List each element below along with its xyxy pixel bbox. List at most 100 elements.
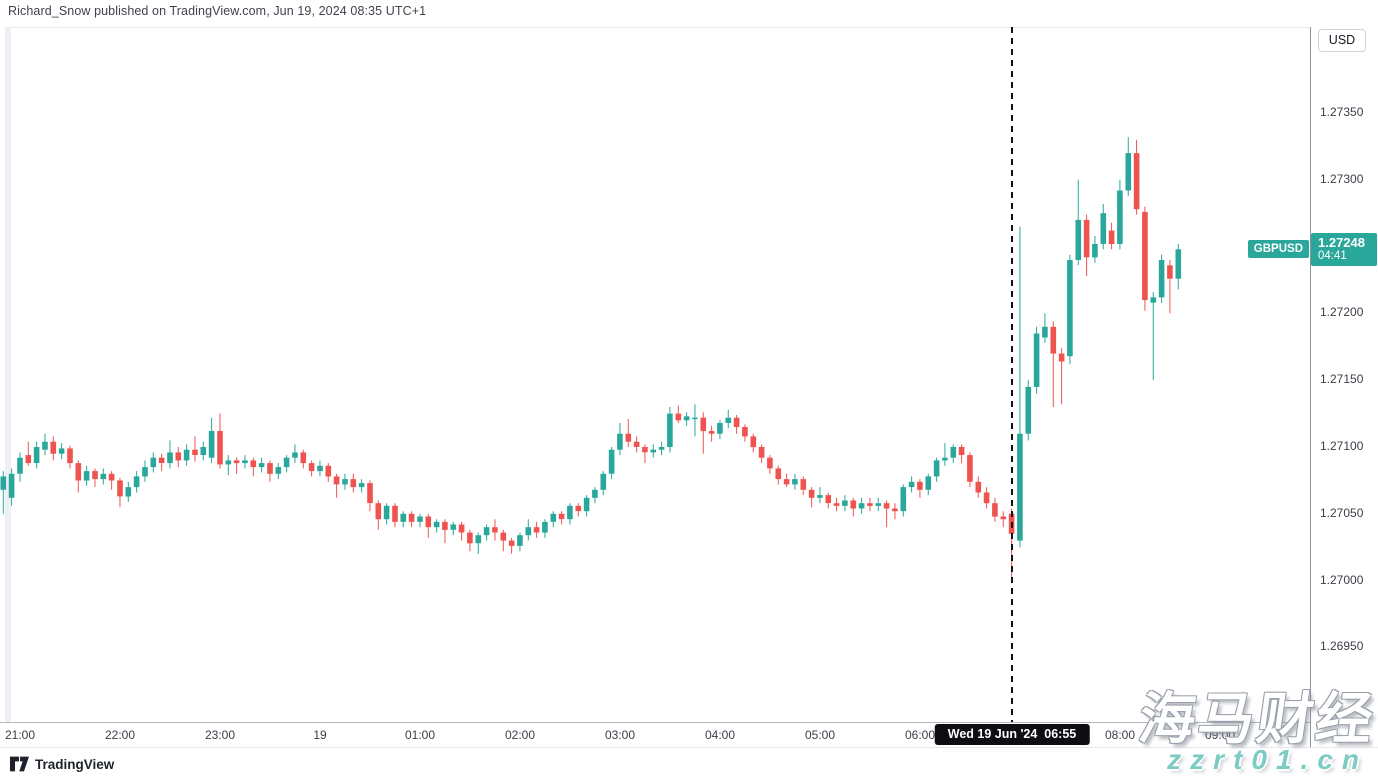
candle [367,480,373,512]
candle [133,471,140,493]
time-tick-label: 06:00 [904,728,936,742]
attribution-text: Richard_Snow published on TradingView.co… [8,4,427,18]
candle [908,476,915,493]
candle [942,443,948,466]
candle [933,457,940,482]
candle [175,447,182,468]
candle [817,487,823,504]
candle [575,503,582,517]
candle [0,471,7,514]
candle [1133,139,1140,215]
candle [192,436,198,462]
candle [17,452,23,482]
candle [717,420,723,439]
candle [283,455,290,473]
candle [1158,254,1165,303]
candle [1042,313,1048,343]
candle [792,473,798,490]
candle [517,532,523,552]
candle [858,497,865,514]
candle [108,471,115,490]
candle [408,511,415,528]
candle [317,460,323,477]
price-tick-label: 1.27050 [1320,506,1364,520]
current-price-label: 1.27248 04:41 [1311,233,1377,266]
candle [600,471,607,496]
time-tick-label: 23:00 [204,728,236,742]
candle [217,413,223,469]
candle [967,452,973,488]
candle [325,463,332,482]
time-tick-label: 02:00 [504,728,536,742]
currency-toggle-button[interactable]: USD [1318,29,1366,52]
candle [1142,206,1148,311]
candle [558,511,565,525]
candle [142,460,148,482]
candle [975,476,982,498]
candle [767,455,773,474]
candle [675,405,682,423]
candle [25,441,32,466]
time-axis[interactable]: 21:00 22:00 23:00 19 01:00 02:00 03:00 04:00 05:… [0,722,1310,747]
time-tick-label: 03:00 [604,728,636,742]
candle [1092,236,1098,263]
candle [1000,511,1007,528]
candle [250,457,257,477]
candle [1058,348,1065,405]
candle [442,519,448,544]
candle [808,487,815,508]
candle [342,473,348,490]
price-axis[interactable]: 1.27350 1.27300 1.27200 1.27150 1.27100 1.270… [1310,27,1378,747]
tradingview-logo-link[interactable]: TradingView [10,753,114,775]
event-marker-line [1011,27,1013,722]
candle [292,444,298,464]
footer-divider [0,747,1378,748]
candle [267,460,273,482]
price-tick-label: 1.26950 [1320,639,1364,653]
candle [467,529,473,552]
candle [1067,254,1073,365]
time-tick-label: 08:00 [1104,728,1136,742]
time-tick-label: 09:00 [1204,728,1236,742]
time-marker-badge: Wed 19 Jun '24 06:55 [934,724,1090,745]
candle [1117,179,1123,250]
candle [1050,321,1057,407]
candle [642,444,648,464]
candle [425,513,432,538]
candle [150,452,157,473]
candle [875,497,882,512]
candle [650,444,657,458]
candle [1167,260,1173,314]
candle [667,407,673,453]
candle [358,479,365,493]
candle [850,497,857,517]
candle [533,521,540,538]
price-tick-label: 1.27000 [1320,573,1364,587]
tradingview-logo-icon [10,756,29,772]
candle [508,537,515,554]
candle [75,460,82,493]
candle [1025,380,1032,441]
candle [1083,214,1090,276]
candle [833,497,840,512]
candle [492,519,498,541]
candle [183,444,190,466]
candle [700,412,707,454]
candle [92,468,98,488]
chart-plot-area[interactable] [0,27,1310,722]
candle [458,521,465,541]
candle [83,465,90,486]
candle [1100,203,1107,250]
candle [567,503,573,525]
candle [708,425,715,442]
candle [242,455,248,469]
candle [50,436,57,461]
candle [33,441,40,469]
candle [500,529,507,552]
candle [433,519,440,533]
candle [750,433,757,453]
watermark-title: 海马财经 [1135,687,1378,750]
candle [592,487,598,504]
candle [167,440,173,469]
candle [275,463,282,480]
